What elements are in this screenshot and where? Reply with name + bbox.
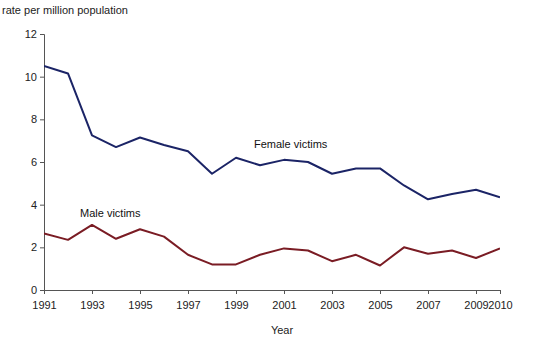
y-tick: 12 — [25, 28, 44, 40]
y-axis-line — [40, 35, 45, 291]
x-tick-mark — [332, 290, 333, 294]
y-tick-label: 12 — [25, 28, 37, 40]
x-tick-mark — [140, 290, 141, 294]
y-tick: 10 — [25, 71, 44, 83]
x-tick: 1995 — [128, 290, 152, 311]
y-tick-mark — [40, 205, 44, 206]
y-tick-label: 4 — [31, 199, 37, 211]
x-tick-label: 1997 — [176, 299, 200, 311]
x-tick-mark — [44, 290, 45, 294]
y-axis: 0 2 4 6 8 10 12 — [25, 28, 45, 296]
x-tick: 1997 — [176, 290, 200, 311]
y-tick: 4 — [31, 199, 44, 211]
x-tick-mark — [284, 290, 285, 294]
y-tick: 2 — [31, 241, 44, 253]
x-tick-label: 2007 — [416, 299, 440, 311]
y-tick-label: 6 — [31, 156, 37, 168]
x-tick: 2005 — [368, 290, 392, 311]
y-tick-mark — [40, 119, 44, 120]
y-tick-mark — [40, 34, 44, 35]
y-tick-label: 10 — [25, 71, 37, 83]
x-tick: 2003 — [320, 290, 344, 311]
x-tick-label: 1991 — [32, 299, 56, 311]
x-tick-mark — [428, 290, 429, 294]
x-axis-title: Year — [271, 324, 294, 336]
y-tick: 0 — [31, 284, 44, 296]
y-tick-mark — [40, 290, 44, 291]
x-tick-label: 1995 — [128, 299, 152, 311]
series-line — [44, 225, 500, 266]
x-tick-label: 1999 — [224, 299, 248, 311]
x-tick-label: 2005 — [368, 299, 392, 311]
y-tick-mark — [40, 247, 44, 248]
x-tick: 1991 — [32, 290, 56, 311]
y-tick-label: 8 — [31, 113, 37, 125]
x-tick: 1999 — [224, 290, 248, 311]
x-tick-mark — [92, 290, 93, 294]
y-tick-label: 2 — [31, 241, 37, 253]
x-tick-label: 2003 — [320, 299, 344, 311]
y-tick-mark — [40, 162, 44, 163]
x-tick: 2001 — [272, 290, 296, 311]
x-tick-mark — [476, 290, 477, 294]
x-tick-mark — [236, 290, 237, 294]
series-label: Male victims — [80, 207, 141, 219]
chart: 0 2 4 6 8 10 12 1991 1993 1995 1997 1999 2001 2003 200… — [0, 0, 540, 345]
plot-area — [44, 66, 500, 265]
y-tick: 8 — [31, 113, 44, 125]
x-tick-label: 2001 — [272, 299, 296, 311]
x-tick: 1993 — [80, 290, 104, 311]
x-tick-mark — [188, 290, 189, 294]
series-label: Female victims — [254, 138, 328, 150]
x-tick-label: 1993 — [80, 299, 104, 311]
x-tick-mark — [380, 290, 381, 294]
y-tick: 6 — [31, 156, 44, 168]
x-tick-label: 2009 — [464, 299, 488, 311]
x-tick: 2007 — [416, 290, 440, 311]
x-tick: 2009 — [464, 290, 488, 311]
x-tick: 2010 — [488, 290, 512, 311]
x-tick-mark — [500, 290, 501, 294]
y-tick-label: 0 — [31, 284, 37, 296]
y-tick-mark — [40, 77, 44, 78]
series-line — [44, 66, 500, 199]
y-axis-title: rate per million population — [2, 4, 128, 16]
x-axis: 1991 1993 1995 1997 1999 2001 2003 2005 2007 2009… — [32, 290, 512, 311]
x-tick-label: 2010 — [488, 299, 512, 311]
x-axis-line — [45, 291, 501, 295]
